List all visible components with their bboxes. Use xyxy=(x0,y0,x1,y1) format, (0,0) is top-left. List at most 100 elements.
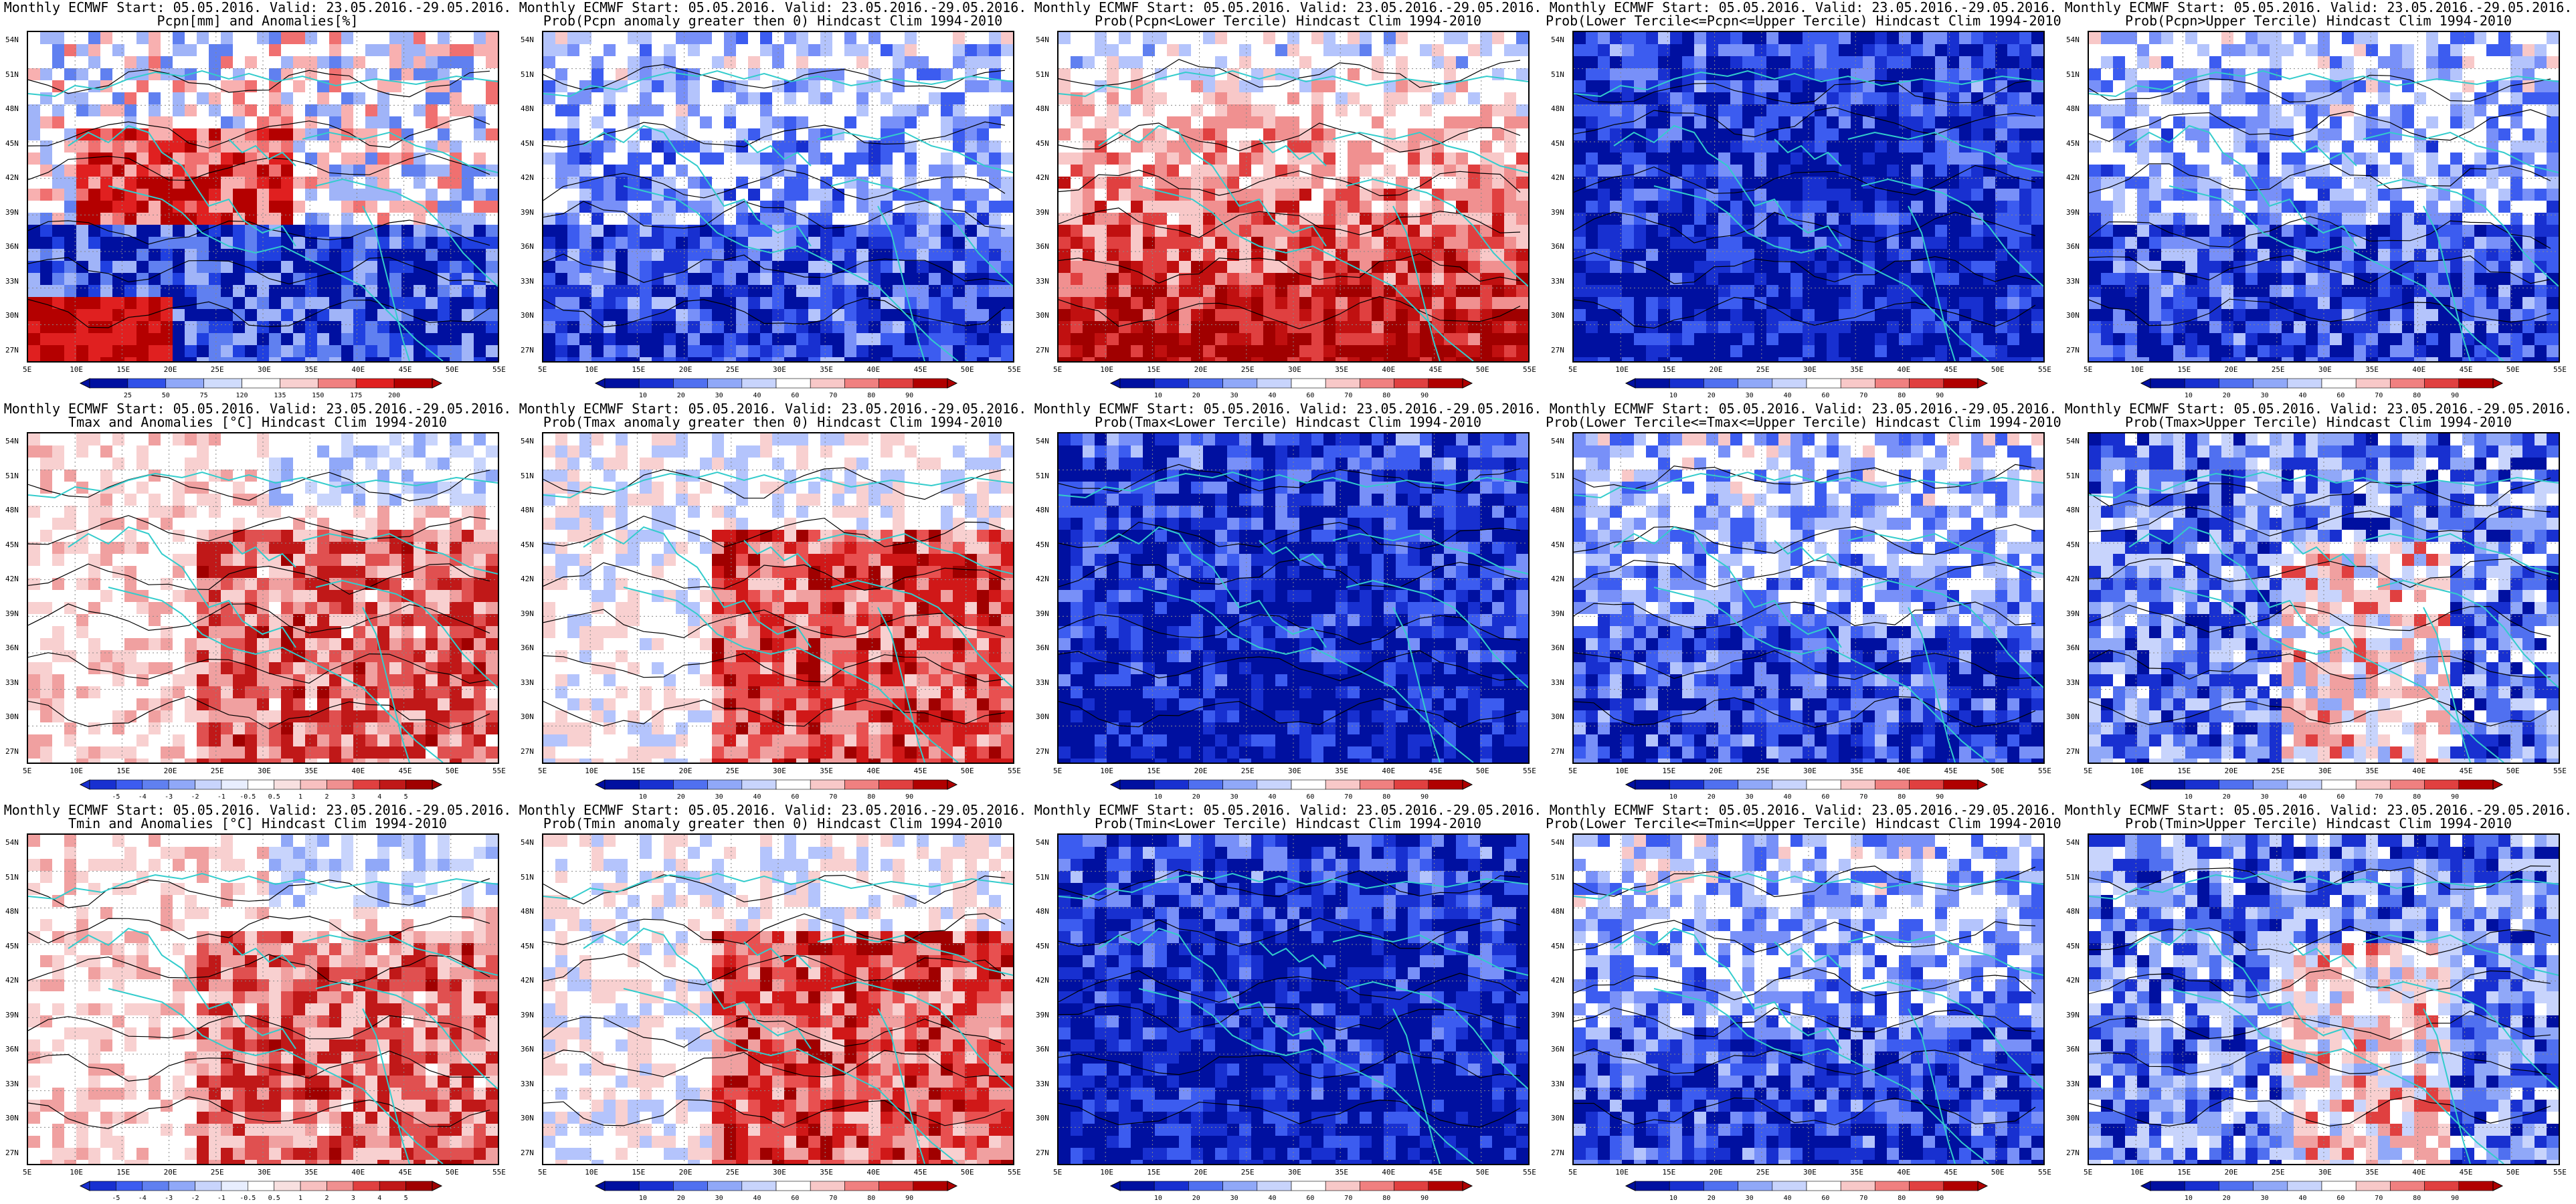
lat-label: 48N xyxy=(2066,506,2080,515)
colorbar: 10 20 30 40 60 70 80 90 xyxy=(2140,779,2504,803)
lat-label: 30N xyxy=(2066,311,2080,320)
lat-label: 51N xyxy=(2066,471,2080,480)
lon-label: 10E xyxy=(70,767,84,775)
forecast-panel: Monthly ECMWF Start: 05.05.2016. Valid: … xyxy=(2061,401,2576,803)
colorbar-tick-label: 40 xyxy=(1268,392,1277,399)
lat-label: 48N xyxy=(1551,907,1564,916)
colorbar-tick-label: -4 xyxy=(138,1195,147,1202)
lat-label: 33N xyxy=(521,276,534,286)
colorbar-tick-label: 80 xyxy=(1382,1195,1391,1202)
lat-label: 54N xyxy=(521,35,534,44)
colorbar-tick-label: -1 xyxy=(217,1195,225,1202)
lat-label: 36N xyxy=(2066,242,2080,252)
lat-label: 54N xyxy=(2066,838,2080,847)
colorbar-tick-label: 70 xyxy=(829,1195,838,1202)
lon-label: 45E xyxy=(1944,365,1958,374)
colorbar-tick-label: 20 xyxy=(1707,793,1716,801)
colorbar-tick-label: 40 xyxy=(2298,392,2307,399)
lat-label: 51N xyxy=(1551,872,1564,882)
lat-label: 45N xyxy=(521,941,534,950)
lon-label: 50E xyxy=(445,767,459,775)
colorbar-tick-label: 80 xyxy=(867,793,876,801)
lon-label: 5E xyxy=(1568,365,1578,374)
lon-label: 55E xyxy=(492,365,506,374)
lat-label: 54N xyxy=(1036,437,1049,445)
lat-label: 54N xyxy=(1036,838,1049,847)
colorbar: -5 -4 -3 -2 -1 -0.5 0.5 1 2 3 4 5 xyxy=(79,779,443,803)
lon-label: 30E xyxy=(773,767,786,775)
lat-label: 33N xyxy=(1036,678,1049,687)
colorbar-tick-label: 40 xyxy=(1783,793,1792,801)
forecast-panel: Monthly ECMWF Start: 05.05.2016. Valid: … xyxy=(1546,0,2061,401)
lon-label: 30E xyxy=(2318,1168,2332,1177)
colorbar-tick-label: 70 xyxy=(1859,793,1868,801)
colorbar-tick-label: 2 xyxy=(325,1195,329,1202)
lon-label: 10E xyxy=(1615,767,1629,775)
lat-label: 36N xyxy=(5,242,19,252)
lat-label: 33N xyxy=(1551,1079,1564,1088)
lon-label: 5E xyxy=(23,365,32,374)
lat-label: 27N xyxy=(2066,1148,2080,1157)
lon-label: 45E xyxy=(1429,767,1443,775)
lon-label: 15E xyxy=(632,365,646,374)
lon-label: 15E xyxy=(1147,365,1161,374)
colorbar-tick-label: 10 xyxy=(1154,793,1162,801)
lon-label: 50E xyxy=(1991,767,2005,775)
lat-label: 39N xyxy=(521,609,534,618)
lat-label: 48N xyxy=(1036,506,1049,515)
forecast-panel: Monthly ECMWF Start: 05.05.2016. Valid: … xyxy=(515,401,1030,803)
lat-label: 30N xyxy=(5,311,19,320)
lon-label: 20E xyxy=(1709,767,1723,775)
colorbar-tick-label: 3 xyxy=(351,1195,355,1202)
lon-label: 5E xyxy=(538,1168,547,1177)
lon-label: 50E xyxy=(1991,365,2005,374)
lon-label: 50E xyxy=(1475,365,1489,374)
lat-label: 42N xyxy=(1551,173,1564,183)
colorbar-tick-label: 30 xyxy=(1230,793,1238,801)
lon-label: 5E xyxy=(2084,1168,2093,1177)
colorbar-tick-label: 75 xyxy=(199,392,208,399)
colorbar-tick-label: 90 xyxy=(905,392,914,399)
colorbar-tick-label: 90 xyxy=(1936,793,1944,801)
panel-subtitle: Prob(Tmax anomaly greater then 0) Hindca… xyxy=(543,414,1003,430)
panel-title: Monthly ECMWF Start: 05.05.2016. Valid: … xyxy=(519,802,1027,818)
lat-label: 36N xyxy=(2066,1045,2080,1054)
colorbar-tick-label: 20 xyxy=(2222,793,2231,801)
lat-label: 51N xyxy=(5,70,19,79)
lat-label: 51N xyxy=(1551,70,1564,79)
lat-label: 45N xyxy=(5,138,19,148)
colorbar: 10 20 30 40 60 70 80 90 xyxy=(594,378,958,401)
lat-label: 30N xyxy=(521,311,534,320)
panel-subtitle: Prob(Tmax>Upper Tercile) Hindcast Clim 1… xyxy=(2125,414,2512,430)
lon-label: 25E xyxy=(2271,1168,2285,1177)
lon-label: 25E xyxy=(1756,767,1770,775)
lon-label: 5E xyxy=(1568,1168,1578,1177)
colorbar-tick-label: 10 xyxy=(638,793,647,801)
colorbar-tick-label: 10 xyxy=(2184,793,2193,801)
lon-label: 30E xyxy=(258,365,271,374)
lat-label: 48N xyxy=(5,104,19,114)
colorbar-tick-label: 80 xyxy=(867,392,876,399)
forecast-panel: Monthly ECMWF Start: 05.05.2016. Valid: … xyxy=(2061,803,2576,1204)
forecast-panel: Monthly ECMWF Start: 05.05.2016. Valid: … xyxy=(515,0,1030,401)
lon-label: 25E xyxy=(210,1168,224,1177)
lat-label: 51N xyxy=(5,471,19,480)
lon-label: 10E xyxy=(1100,365,1114,374)
lon-label: 35E xyxy=(2365,767,2379,775)
forecast-panel: Monthly ECMWF Start: 05.05.2016. Valid: … xyxy=(515,803,1030,1204)
lat-label: 42N xyxy=(1036,173,1049,183)
colorbar-tick-label: 30 xyxy=(1230,392,1238,399)
colorbar-tick-label: 70 xyxy=(2375,392,2383,399)
colorbar-tick-label: 10 xyxy=(1669,793,1677,801)
colorbar-tick-label: 20 xyxy=(676,793,685,801)
lat-label: 27N xyxy=(1551,747,1564,756)
lon-label: 25E xyxy=(210,767,224,775)
lon-label: 5E xyxy=(538,365,547,374)
lat-label: 54N xyxy=(5,437,19,445)
lat-label: 27N xyxy=(1551,346,1564,355)
lon-label: 15E xyxy=(1662,767,1676,775)
lon-label: 40E xyxy=(351,365,365,374)
lat-label: 48N xyxy=(5,506,19,515)
colorbar-tick-label: 40 xyxy=(753,392,761,399)
lon-label: 50E xyxy=(960,365,974,374)
